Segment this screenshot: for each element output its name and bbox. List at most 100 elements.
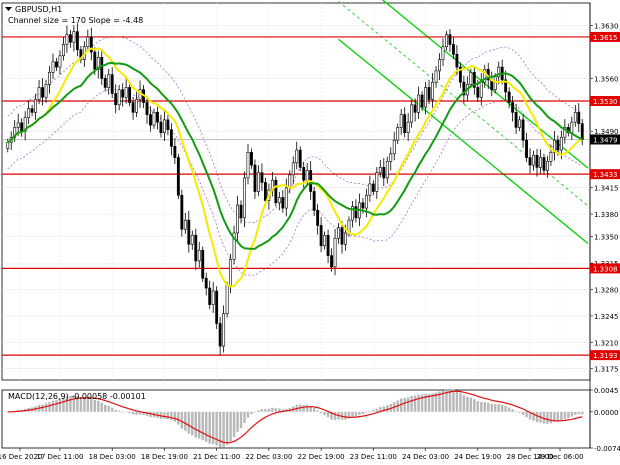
macd-histogram-bar bbox=[445, 389, 448, 412]
macd-histogram-bar bbox=[521, 411, 525, 415]
candle-body bbox=[68, 34, 72, 43]
level-label-bg bbox=[590, 350, 620, 361]
candle-body bbox=[23, 117, 27, 132]
candle-body bbox=[382, 167, 386, 179]
candle-body bbox=[114, 93, 118, 106]
candle-body bbox=[458, 66, 462, 83]
macd-histogram-bar bbox=[173, 411, 177, 422]
candle-body bbox=[72, 31, 76, 43]
candle-body bbox=[222, 313, 226, 347]
candle-body bbox=[110, 74, 114, 94]
macd-histogram-bar bbox=[166, 411, 170, 420]
price-tick-label: 1.3630 bbox=[594, 23, 619, 31]
macd-histogram-bar bbox=[365, 411, 368, 413]
candle-body bbox=[469, 72, 473, 85]
macd-histogram-bar bbox=[459, 392, 462, 412]
macd-histogram-bar bbox=[469, 397, 473, 412]
macd-histogram-bar bbox=[198, 411, 201, 439]
macd-histogram-bar bbox=[514, 411, 518, 412]
time-tick-label: 18 Dec 03:00 bbox=[89, 453, 136, 461]
macd-histogram-bar bbox=[497, 404, 500, 412]
macd-histogram-bar bbox=[86, 397, 90, 412]
price-tick-label: 1.3350 bbox=[594, 234, 619, 242]
candle-body bbox=[472, 72, 476, 88]
envelope-bands bbox=[7, 36, 583, 276]
candle-body bbox=[546, 161, 549, 171]
candle-body bbox=[176, 157, 180, 196]
candle-body bbox=[507, 91, 511, 103]
candle-body bbox=[577, 112, 581, 124]
macd-histogram-bar bbox=[535, 411, 539, 423]
price-tick-label: 1.3280 bbox=[594, 287, 619, 295]
ma-fast-line bbox=[7, 47, 583, 288]
macd-histogram-bar bbox=[110, 407, 114, 412]
macd-histogram-bar bbox=[138, 411, 142, 415]
macd-histogram-bar bbox=[131, 411, 135, 415]
macd-histogram-bar bbox=[330, 411, 333, 420]
candle-body bbox=[180, 194, 184, 230]
candle-body bbox=[378, 167, 382, 173]
macd-histogram-bar bbox=[93, 399, 97, 412]
symbol-dropdown-icon[interactable] bbox=[5, 7, 12, 11]
candle-body bbox=[51, 61, 55, 73]
candle-body bbox=[427, 87, 431, 100]
macd-histogram-bar bbox=[556, 411, 560, 422]
macd-histogram-bar bbox=[333, 411, 337, 420]
candle-body bbox=[525, 139, 528, 158]
level-label: 1.3530 bbox=[593, 98, 618, 106]
macd-histogram-bar bbox=[511, 409, 514, 412]
macd-histogram-bar bbox=[239, 411, 243, 429]
candle-body bbox=[305, 170, 309, 181]
macd-histogram-bar bbox=[417, 394, 420, 412]
macd-histogram-bar bbox=[448, 388, 452, 412]
candle-body bbox=[302, 167, 306, 181]
candle-body bbox=[438, 59, 441, 72]
candle-body bbox=[330, 255, 333, 268]
candle-body bbox=[549, 151, 553, 162]
macd-histogram-bar bbox=[55, 399, 58, 412]
candle-body bbox=[431, 81, 434, 100]
macd-histogram-bar bbox=[410, 396, 413, 412]
candle-body bbox=[208, 287, 212, 305]
current-price-label: 1.3479 bbox=[593, 136, 618, 144]
candle-body bbox=[375, 172, 379, 192]
macd-histogram-bar bbox=[413, 395, 417, 412]
time-tick-label: 29 Dec 06:00 bbox=[536, 453, 583, 461]
macd-histogram-bar bbox=[76, 395, 79, 412]
candle-body bbox=[218, 323, 222, 347]
ma-slow-line bbox=[7, 61, 583, 250]
candle-body bbox=[424, 87, 428, 108]
macd-histogram-bar bbox=[257, 410, 260, 412]
level-label-bg bbox=[590, 31, 620, 42]
candle-body bbox=[37, 87, 41, 100]
candle-body bbox=[201, 250, 205, 279]
macd-tick-label: 0.0000 bbox=[594, 409, 619, 417]
candle-body bbox=[483, 69, 487, 83]
macd-histogram-bar bbox=[163, 411, 166, 419]
macd-histogram-bar bbox=[135, 411, 138, 415]
macd-histogram-bar bbox=[305, 405, 309, 412]
candle-body bbox=[187, 219, 191, 245]
candle-body bbox=[281, 197, 285, 209]
candle-body bbox=[236, 204, 239, 234]
candle-body bbox=[128, 87, 132, 103]
candle-body bbox=[316, 210, 320, 226]
candle-body bbox=[570, 121, 574, 133]
macd-histogram-bar bbox=[399, 398, 403, 412]
candle-body bbox=[257, 172, 260, 192]
candle-body bbox=[333, 237, 337, 268]
macd-histogram-bar bbox=[114, 409, 117, 412]
indicator-label: Channel size = 170 Slope = -4.48 bbox=[8, 16, 143, 25]
macd-histogram-bar bbox=[507, 407, 511, 412]
candle-body bbox=[277, 197, 281, 204]
time-tick-label: 16 Dec 2020 bbox=[0, 453, 42, 461]
macd-histogram-bar bbox=[455, 390, 459, 412]
macd-histogram-bar bbox=[100, 402, 103, 412]
price-tick-label: 1.3175 bbox=[594, 366, 619, 374]
level-label-bg bbox=[590, 96, 620, 107]
macd-histogram-bar bbox=[69, 395, 72, 412]
candle-body bbox=[389, 153, 393, 162]
macd-histogram-bar bbox=[104, 404, 107, 412]
